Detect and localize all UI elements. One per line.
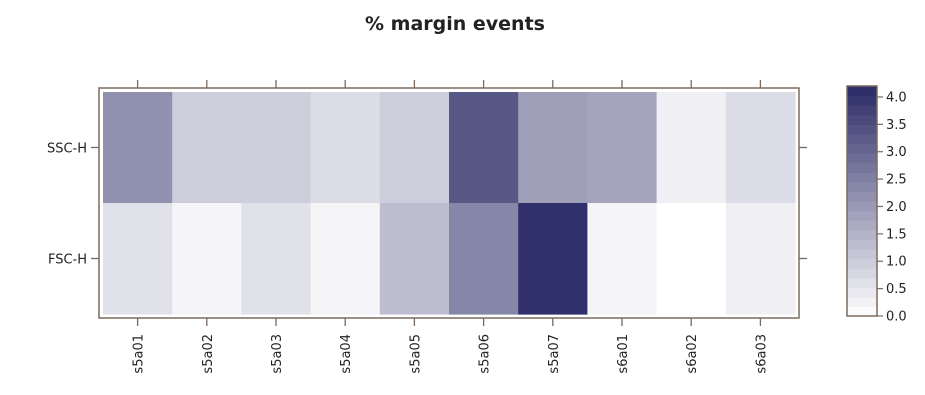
heatmap-cell <box>518 92 588 204</box>
plot-frame <box>98 87 800 319</box>
colorbar-segment <box>847 181 877 193</box>
heatmap-cell <box>656 92 727 204</box>
colorbar-segment <box>847 133 877 145</box>
heatmap-cell <box>449 203 519 315</box>
colorbar-segment <box>847 143 877 154</box>
colorbar-segment <box>847 210 877 221</box>
x-tick-label: s5a05 <box>408 334 423 374</box>
colorbar-segment <box>847 268 877 279</box>
x-tick-label: s5a02 <box>201 334 216 374</box>
colorbar-tick-label: 3.5 <box>886 118 907 133</box>
axes: s5a01 s5a02 s5a03 s5a04 s5a05 s5a06 s5a07 s6a01… <box>47 80 807 374</box>
x-tick-label: s5a01 <box>132 334 147 374</box>
colorbar-segment <box>847 306 877 317</box>
colorbar-tick-label: 0.0 <box>886 310 907 325</box>
heatmap-cell <box>241 92 312 204</box>
x-tick-label: s6a03 <box>754 334 769 374</box>
heatmap-cell <box>656 203 727 315</box>
colorbar-segment <box>847 86 877 97</box>
x-tick-label: s6a02 <box>685 334 700 374</box>
colorbar-segment <box>847 105 877 116</box>
colorbar-segment <box>847 258 877 269</box>
colorbar-tick-label: 1.0 <box>886 255 907 270</box>
colorbar-segment <box>847 220 877 231</box>
heatmap-cell <box>379 203 450 315</box>
colorbar-segment <box>847 287 877 298</box>
colorbar-segment <box>847 239 877 250</box>
colorbar: 0.0 0.5 1.0 1.5 2.0 2.5 3.0 3.5 4.0 <box>846 85 907 325</box>
colorbar-frame <box>846 85 878 317</box>
heatmap-cell <box>241 203 312 315</box>
colorbar-segment <box>847 248 877 260</box>
colorbar-tick-label: 4.0 <box>886 90 907 105</box>
colorbar-segment <box>847 201 877 212</box>
colorbar-segment <box>847 162 877 173</box>
heatmap-cell <box>725 92 796 204</box>
colorbar-segment <box>847 153 877 164</box>
heatmap-cells <box>103 92 796 315</box>
colorbar-segment <box>847 95 877 106</box>
heatmap-cell <box>103 203 173 315</box>
heatmap-cell <box>172 92 242 204</box>
heatmap-cell <box>518 203 588 315</box>
heatmap-cell <box>310 92 381 204</box>
heatmap-cell <box>103 92 173 204</box>
x-tick-label: s5a03 <box>270 334 285 374</box>
chart-title: % margin events <box>365 13 545 35</box>
colorbar-segment <box>847 114 877 125</box>
x-tick-label: s6a01 <box>616 334 631 374</box>
x-tick-label: s5a06 <box>478 334 493 374</box>
heatmap-cell <box>725 203 796 315</box>
colorbar-segment <box>847 277 877 288</box>
colorbar-tick-label: 2.5 <box>886 173 907 188</box>
heatmap-cell <box>172 203 242 315</box>
colorbar-tick-label: 0.5 <box>886 282 907 297</box>
x-tick-label: s5a04 <box>339 334 354 374</box>
heatmap-cell <box>587 203 658 315</box>
colorbar-segment <box>847 229 877 240</box>
y-tick-label: SSC-H <box>47 142 87 157</box>
heatmap-cell <box>379 92 450 204</box>
colorbar-tick-label: 2.0 <box>886 200 907 215</box>
heatmap-cell <box>310 203 381 315</box>
x-tick-label: s5a07 <box>547 334 562 374</box>
colorbar-segment <box>847 172 877 183</box>
colorbar-tick-label: 3.0 <box>886 145 907 160</box>
colorbar-tick-label: 1.5 <box>886 227 907 242</box>
colorbar-segment <box>847 124 877 135</box>
heatmap-cell <box>587 92 658 204</box>
y-tick-label: FSC-H <box>48 253 87 268</box>
colorbar-segment <box>847 296 877 308</box>
colorbar-segment <box>847 191 877 202</box>
heatmap-cell <box>449 92 519 204</box>
